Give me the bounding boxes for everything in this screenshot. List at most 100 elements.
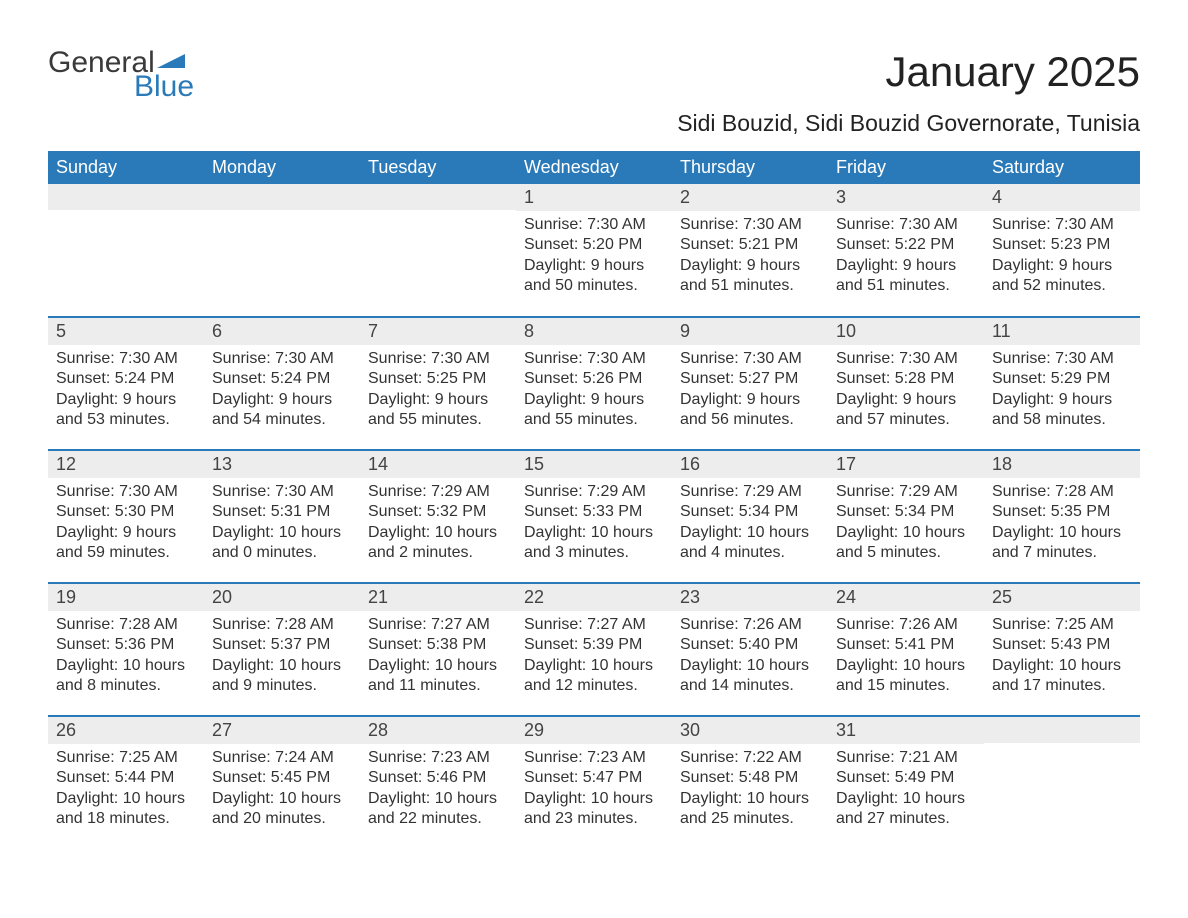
sunrise-text: Sunrise: 7:30 AM [212,482,352,502]
daylight-text: Daylight: 9 hours and 50 minutes. [524,256,664,297]
sunset-text: Sunset: 5:28 PM [836,369,976,389]
week-row: 12 Sunrise: 7:30 AM Sunset: 5:30 PM Dayligh… [48,449,1140,582]
sunset-text: Sunset: 5:34 PM [836,502,976,522]
calendar-cell [204,184,360,316]
sunset-text: Sunset: 5:26 PM [524,369,664,389]
calendar-cell: 11Sunrise: 7:30 AMSunset: 5:29 PMDayligh… [984,318,1140,449]
day-number: 10 [828,318,984,345]
sunset-text: Sunset: 5:39 PM [524,635,664,655]
sunrise-text: Sunrise: 7:27 AM [524,615,664,635]
calendar-cell: 13Sunrise: 7:30 AMSunset: 5:31 PMDayligh… [204,451,360,582]
sunrise-text: Sunrise: 7:30 AM [212,349,352,369]
day-number [204,184,360,210]
calendar-cell: 31Sunrise: 7:21 AMSunset: 5:49 PMDayligh… [828,717,984,848]
sunrise-text: Sunrise: 7:28 AM [992,482,1132,502]
sunrise-text: Sunrise: 7:25 AM [992,615,1132,635]
cell-body: Sunrise: 7:30 AMSunset: 5:28 PMDaylight:… [828,345,984,449]
cell-body [204,210,360,232]
day-number: 16 [672,451,828,478]
day-number: 28 [360,717,516,744]
week-row: 5Sunrise: 7:30 AMSunset: 5:24 PMDaylight… [48,316,1140,449]
sunrise-text: Sunrise: 7:29 AM [368,482,508,502]
daylight-text: Daylight: 9 hours and 51 minutes. [836,256,976,297]
daylight-text: Daylight: 10 hours and 25 minutes. [680,789,820,830]
week-row: 1Sunrise: 7:30 AMSunset: 5:20 PMDaylight… [48,184,1140,316]
calendar-cell: 7Sunrise: 7:30 AMSunset: 5:25 PMDaylight… [360,318,516,449]
daylight-text: Daylight: 10 hours and 9 minutes. [212,656,352,697]
week-row: 26Sunrise: 7:25 AMSunset: 5:44 PMDayligh… [48,715,1140,848]
cell-body: Sunrise: 7:22 AMSunset: 5:48 PMDaylight:… [672,744,828,848]
day-header-mon: Monday [204,151,360,184]
sunset-text: Sunset: 5:41 PM [836,635,976,655]
sunset-text: Sunset: 5:29 PM [992,369,1132,389]
sunset-text: Sunset: 5:30 PM [56,502,196,522]
calendar-cell: 19Sunrise: 7:28 AMSunset: 5:36 PMDayligh… [48,584,204,715]
daylight-text: Daylight: 10 hours and 23 minutes. [524,789,664,830]
cell-body: Sunrise: 7:24 AMSunset: 5:45 PMDaylight:… [204,744,360,848]
cell-body: Sunrise: 7:30 AMSunset: 5:23 PMDaylight:… [984,211,1140,315]
daylight-text: Daylight: 9 hours and 51 minutes. [680,256,820,297]
daylight-text: Daylight: 10 hours and 17 minutes. [992,656,1132,697]
cell-body: Sunrise: 7:29 AMSunset: 5:32 PMDaylight:… [360,478,516,582]
sunset-text: Sunset: 5:25 PM [368,369,508,389]
day-number: 11 [984,318,1140,345]
cell-body: Sunrise: 7:30 AMSunset: 5:25 PMDaylight:… [360,345,516,449]
calendar-cell: 10Sunrise: 7:30 AMSunset: 5:28 PMDayligh… [828,318,984,449]
cell-body: Sunrise: 7:27 AMSunset: 5:38 PMDaylight:… [360,611,516,715]
daylight-text: Daylight: 9 hours and 54 minutes. [212,390,352,431]
flag-icon [157,48,185,72]
calendar-cell: 8Sunrise: 7:30 AMSunset: 5:26 PMDaylight… [516,318,672,449]
sunrise-text: Sunrise: 7:30 AM [524,349,664,369]
sunset-text: Sunset: 5:32 PM [368,502,508,522]
day-number: 26 [48,717,204,744]
calendar-cell: 1Sunrise: 7:30 AMSunset: 5:20 PMDaylight… [516,184,672,316]
day-number: 17 [828,451,984,478]
day-number: 29 [516,717,672,744]
calendar-cell: 2Sunrise: 7:30 AMSunset: 5:21 PMDaylight… [672,184,828,316]
calendar-cell: 4Sunrise: 7:30 AMSunset: 5:23 PMDaylight… [984,184,1140,316]
sunrise-text: Sunrise: 7:30 AM [992,349,1132,369]
daylight-text: Daylight: 10 hours and 14 minutes. [680,656,820,697]
sunrise-text: Sunrise: 7:25 AM [56,748,196,768]
calendar-cell: 25Sunrise: 7:25 AMSunset: 5:43 PMDayligh… [984,584,1140,715]
sunset-text: Sunset: 5:35 PM [992,502,1132,522]
sunrise-text: Sunrise: 7:27 AM [368,615,508,635]
cell-body: Sunrise: 7:29 AMSunset: 5:34 PMDaylight:… [672,478,828,582]
sunset-text: Sunset: 5:22 PM [836,235,976,255]
calendar-cell [48,184,204,316]
day-number: 12 [48,451,204,478]
calendar-cell: 5Sunrise: 7:30 AMSunset: 5:24 PMDaylight… [48,318,204,449]
day-number: 15 [516,451,672,478]
sunrise-text: Sunrise: 7:26 AM [680,615,820,635]
sunrise-text: Sunrise: 7:24 AM [212,748,352,768]
day-number: 21 [360,584,516,611]
sunrise-text: Sunrise: 7:30 AM [836,215,976,235]
sunset-text: Sunset: 5:45 PM [212,768,352,788]
sunrise-text: Sunrise: 7:30 AM [56,349,196,369]
day-number: 20 [204,584,360,611]
sunset-text: Sunset: 5:34 PM [680,502,820,522]
day-number: 2 [672,184,828,211]
daylight-text: Daylight: 10 hours and 18 minutes. [56,789,196,830]
sunrise-text: Sunrise: 7:22 AM [680,748,820,768]
cell-body: Sunrise: 7:30 AMSunset: 5:26 PMDaylight:… [516,345,672,449]
day-number: 18 [984,451,1140,478]
sunrise-text: Sunrise: 7:30 AM [368,349,508,369]
day-number: 5 [48,318,204,345]
sunrise-text: Sunrise: 7:30 AM [992,215,1132,235]
daylight-text: Daylight: 10 hours and 12 minutes. [524,656,664,697]
sunset-text: Sunset: 5:37 PM [212,635,352,655]
sunset-text: Sunset: 5:36 PM [56,635,196,655]
sunset-text: Sunset: 5:47 PM [524,768,664,788]
calendar-cell: 23Sunrise: 7:26 AMSunset: 5:40 PMDayligh… [672,584,828,715]
sunset-text: Sunset: 5:49 PM [836,768,976,788]
calendar-cell: 30Sunrise: 7:22 AMSunset: 5:48 PMDayligh… [672,717,828,848]
sunrise-text: Sunrise: 7:29 AM [524,482,664,502]
calendar: Sunday Monday Tuesday Wednesday Thursday… [48,151,1140,848]
day-number: 7 [360,318,516,345]
daylight-text: Daylight: 10 hours and 3 minutes. [524,523,664,564]
daylight-text: Daylight: 10 hours and 11 minutes. [368,656,508,697]
day-number [48,184,204,210]
cell-body: Sunrise: 7:25 AMSunset: 5:43 PMDaylight:… [984,611,1140,715]
sunset-text: Sunset: 5:40 PM [680,635,820,655]
